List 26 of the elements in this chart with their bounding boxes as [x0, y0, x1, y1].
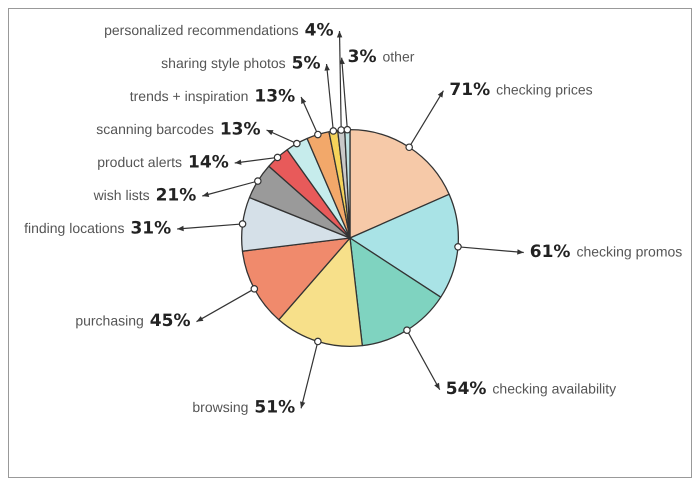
slice-label: product alerts — [97, 154, 182, 170]
slice-label: checking prices — [496, 82, 593, 98]
slice-label: sharing style photos — [161, 54, 286, 71]
data-label: 21% — [156, 185, 196, 206]
data-label: 13% — [254, 86, 296, 106]
data-label: 45% — [150, 311, 191, 332]
slice-label: finding locations — [24, 220, 124, 236]
slice-label: scanning barcodes — [96, 120, 214, 137]
slice-label: personalized recommendations — [104, 22, 299, 38]
data-label: 54% — [446, 379, 486, 400]
slice-label: wish lists — [92, 186, 150, 203]
data-label: 4% — [304, 20, 334, 40]
data-label: 5% — [292, 53, 321, 74]
data-label: 14% — [188, 152, 229, 172]
data-label: 13% — [220, 119, 261, 140]
slice-label: checking promos — [576, 243, 682, 260]
slice-label: browsing — [192, 399, 248, 416]
slice-label: purchasing — [75, 312, 144, 329]
data-label: 51% — [254, 398, 296, 418]
slice-label: other — [382, 48, 415, 65]
data-label: 71% — [449, 80, 490, 100]
data-label: 61% — [530, 242, 570, 262]
data-label: 31% — [130, 218, 172, 238]
data-label: 3% — [348, 47, 377, 68]
slice-label: checking availability — [492, 380, 616, 397]
slice-label: trends + inspiration — [130, 88, 248, 104]
